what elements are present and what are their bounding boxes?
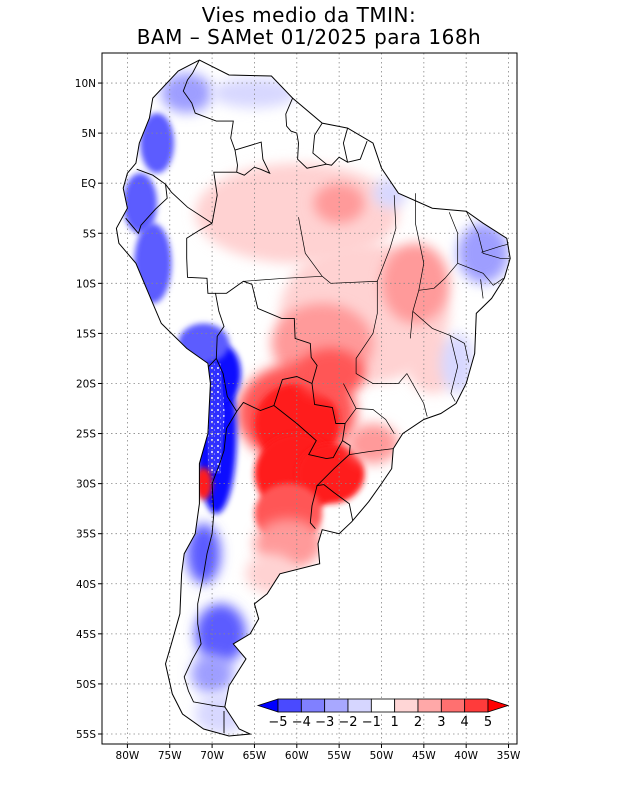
state-border-3 [409,193,425,339]
colorbar-label: −2 [338,715,357,730]
state-borders [243,193,510,455]
country-border-13 [183,411,238,708]
country-border-5 [234,141,271,176]
lat-tick-label: 10S [76,278,96,290]
state-border-4 [418,212,459,291]
lon-tick-label: 80W [116,750,140,762]
lon-tick-label: 45W [412,750,436,762]
state-border-7 [457,262,504,286]
colorbar-box [300,698,326,713]
colorbar-label: −5 [268,715,287,730]
lat-tick-label: EQ [81,178,96,190]
colorbar-label: 3 [437,715,445,730]
lat-tick-label: 50S [76,679,96,691]
ecuador-cold-bias [123,173,158,234]
colorbar-box [324,698,349,713]
country-border-8 [186,222,225,367]
state-border-12 [356,408,395,434]
country-border-10 [273,383,346,460]
state-border-14 [343,383,357,424]
lat-tick-label: 25S [76,429,96,441]
lon-tick-label: 65W [243,750,267,762]
colorbar-label: 1 [391,715,399,730]
lat-tick-label: 45S [76,629,96,641]
colorbar: −5 −4 −3 −2 −1 1 2 3 4 5 [256,698,510,730]
state-border-1 [243,275,323,282]
colorbar-upper-arrow [487,698,510,713]
colorbar-box [394,698,419,713]
colorbar-label: 4 [461,715,469,730]
map-title-line-1: Vies medio da TMIN: [201,3,417,27]
lon-tick-label: 75W [158,750,182,762]
lon-tick-label: 50W [370,750,394,762]
country-border-6 [125,168,168,235]
patagonia-cold-bias [195,603,246,664]
colorbar-label: −3 [315,715,334,730]
country-border-1 [211,171,237,224]
state-border-0 [376,195,397,282]
colorbar-label: −4 [292,715,311,730]
country-border-7 [165,183,213,224]
lon-tick-label: 55W [327,750,351,762]
lat-tick-label: 15S [76,328,96,340]
colorbar-box [417,698,442,713]
country-border-4 [342,127,368,163]
chile-central-cold-bias [186,523,221,584]
country-border-9 [215,280,318,413]
colorbar-label: 5 [484,715,492,730]
country-border-0 [182,59,238,173]
state-border-2 [298,217,408,384]
lon-tick-label: 60W [285,750,309,762]
state-border-6 [481,243,508,253]
pantanal-warm-bias [296,348,365,399]
country-border-12 [309,485,318,529]
lat-tick-label: 5S [83,228,97,240]
lat-tick-label: 55S [76,729,96,741]
parana-warm-bias [347,423,399,464]
colorbar-box [370,698,396,713]
country-borders [125,59,368,733]
longitude-tick-labels: 80W 75W 70W 65W 60W 55W 50W 45W 40W 35W [116,744,521,762]
map-frame [101,52,518,745]
country-border-2 [285,97,348,169]
lat-tick-label: 40S [76,579,96,591]
state-border-10 [406,373,428,417]
lat-tick-label: 20S [76,378,96,390]
colorbar-box [277,698,302,713]
colorbar-box [464,698,489,713]
lat-tick-label: 10N [75,78,96,90]
state-border-5 [465,211,510,259]
lon-tick-label: 40W [454,750,478,762]
venezuela-cool-bias [212,78,297,109]
caribbean-cool-bias [161,73,213,114]
latitude-tick-labels: 10N 5N EQ 5S 10S 15S 20S 25S 30S 35S 40S 45S 50S 55S [75,78,102,741]
lat-tick-label: 35S [76,529,96,541]
para-warm-bias [313,183,365,224]
colorbar-box [347,698,372,713]
graticule [102,53,517,744]
colombia-cold-bias [140,113,174,174]
lat-tick-label: 5N [81,128,96,140]
lat-tick-label: 30S [76,479,96,491]
map-title-line-2: BAM – SAMet 01/2025 para 168h [136,25,482,49]
lon-tick-label: 70W [200,750,224,762]
rio-grande-strong-warm-bias [296,443,365,504]
colorbar-label: 2 [414,715,422,730]
colorbar-box [440,698,466,713]
colorbar-label: −1 [362,715,381,730]
country-border-3 [312,122,327,165]
state-border-11 [449,335,459,402]
state-border-13 [349,448,394,455]
lon-tick-label: 35W [497,750,521,762]
tocantins-warm-bias [381,243,450,324]
state-border-8 [480,279,484,299]
